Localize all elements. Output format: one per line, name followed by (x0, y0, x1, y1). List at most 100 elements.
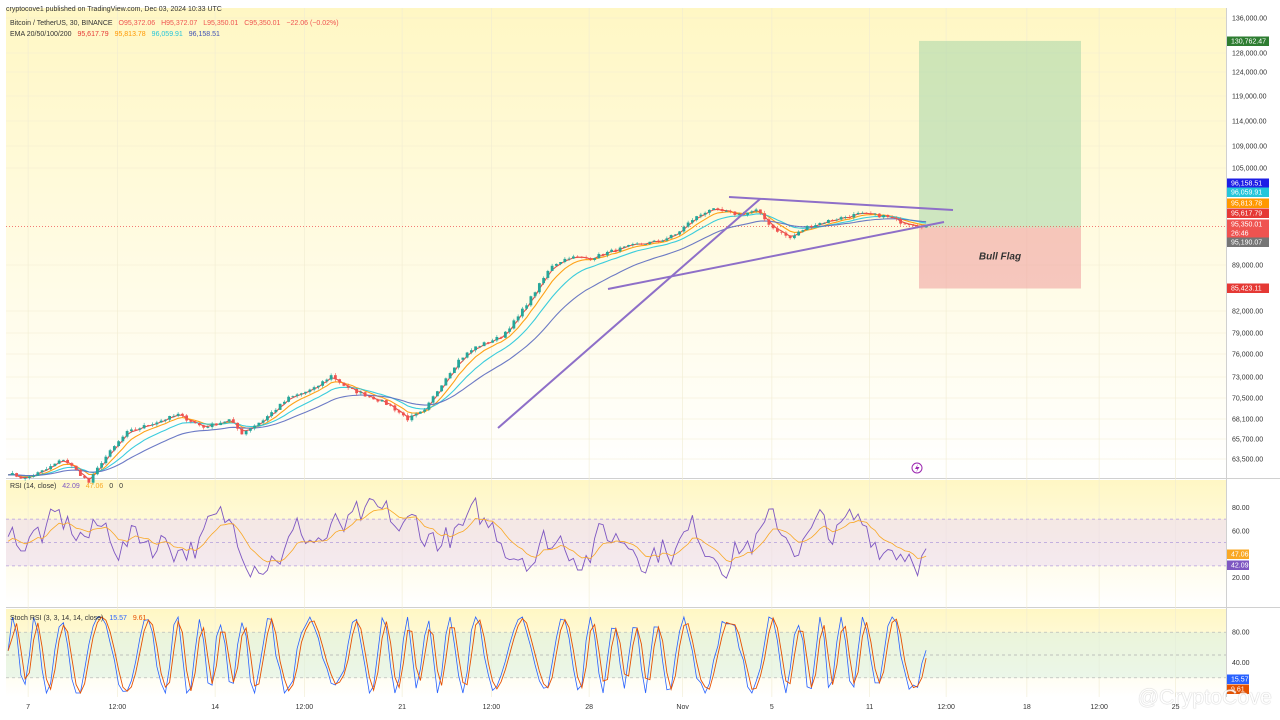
candle (533, 291, 537, 299)
candle (495, 335, 499, 343)
candle-body (431, 396, 435, 403)
candles (10, 206, 928, 485)
candle-body (618, 247, 622, 252)
time-tick-label: 21 (398, 704, 406, 711)
price-tick-label: 136,000.00 (1232, 16, 1267, 23)
candle (814, 223, 818, 228)
candle (605, 250, 609, 258)
candle (499, 336, 503, 339)
candle-body (83, 475, 87, 478)
long-position-zones[interactable]: Bull Flag (6, 40, 1226, 289)
candle (584, 255, 588, 260)
candle (703, 211, 707, 217)
trend-lines[interactable] (497, 196, 954, 474)
candle-body (865, 212, 869, 214)
stoch-tick-label: 80.00 (1232, 630, 1250, 637)
candle (244, 430, 248, 436)
candle (661, 239, 665, 242)
candle (180, 412, 184, 418)
candle (117, 440, 121, 448)
price-label-text: 95,350.01 (1231, 222, 1262, 229)
time-tick-label: 5 (770, 704, 774, 711)
candle (593, 257, 597, 262)
candle-body (219, 422, 223, 426)
ohlc-low: L95,350.01 (203, 20, 239, 27)
candle-body (244, 430, 248, 435)
candle (669, 234, 673, 239)
candle-body (66, 459, 70, 464)
rsi-legend[interactable]: RSI (14, close) 42.09 47.06 0 0 (10, 483, 127, 490)
candle-body (758, 209, 762, 214)
candle-body (291, 395, 295, 397)
candle-body (499, 336, 503, 338)
price-label-bg (1227, 36, 1269, 46)
candle-body (444, 378, 448, 386)
price-axis[interactable]: 136,000.00 128,000.00 124,000.00 119,000.00… (1232, 16, 1267, 668)
candle-body (848, 217, 852, 218)
candle (27, 475, 31, 480)
candle-body (414, 413, 418, 416)
candle (146, 424, 150, 427)
candle-body (699, 214, 703, 217)
price-tick-label: 109,000.00 (1232, 144, 1267, 151)
stoch-legend[interactable]: Stoch RSI (3, 3, 14, 14, close) 15.57 9.… (10, 615, 150, 622)
candle-body (729, 210, 733, 212)
candle (308, 388, 312, 394)
candle (852, 212, 856, 220)
candle (287, 395, 291, 403)
candle (112, 445, 116, 452)
candle (644, 243, 648, 245)
candle (257, 422, 261, 427)
candle-body (163, 419, 167, 421)
candle (831, 219, 835, 222)
time-tick-label: 11 (866, 704, 873, 711)
candle (886, 214, 890, 219)
candle-body (146, 425, 150, 426)
candle (843, 215, 847, 220)
ema50-value: 95,813.78 (114, 31, 146, 38)
candle-body (121, 436, 125, 442)
candle-body (23, 477, 27, 479)
candle-body (78, 469, 82, 476)
candle-body (860, 212, 864, 214)
candle-body (304, 391, 308, 394)
candle (546, 269, 550, 280)
rsi-legend-zero-a: 0 (109, 483, 114, 490)
candle-body (652, 240, 656, 242)
candle-body (559, 262, 563, 264)
candle-body (452, 367, 456, 374)
candle (291, 395, 295, 399)
candle (95, 465, 99, 476)
candle (10, 470, 14, 476)
ema20-value: 95,617.79 (77, 31, 109, 38)
price-tick-label: 128,000.00 (1232, 51, 1267, 58)
bull-flag-label: Bull Flag (979, 251, 1021, 262)
candle (346, 383, 350, 390)
candle-body (835, 219, 839, 221)
price-tick-label: 105,000.00 (1232, 166, 1267, 173)
published-line: cryptocove1 published on TradingView.com… (6, 6, 226, 13)
candle-body (40, 470, 44, 473)
candle (159, 418, 163, 423)
candle (699, 212, 703, 219)
candle-body (792, 235, 796, 239)
candle-body (894, 218, 898, 220)
candle-body (338, 379, 342, 383)
candle-body (605, 251, 609, 256)
ema-legend[interactable]: EMA 20/50/100/200 95,617.79 95,813.78 96… (10, 31, 224, 38)
candle-body (788, 235, 792, 239)
price-label-tag: 96,059.91 (1227, 187, 1269, 197)
candle (227, 419, 231, 424)
candle-body (588, 258, 592, 260)
candle (869, 211, 873, 215)
candle-body (882, 214, 886, 218)
candle (686, 220, 690, 228)
candle (771, 224, 775, 230)
candle-body (180, 413, 184, 416)
candle-body (325, 379, 329, 382)
candle-body (656, 240, 660, 242)
time-axis[interactable]: 7 12:00 14 12:00 21 12:00 28 Nov 5 11 12:00 18 12:00… (26, 704, 1280, 711)
candle (19, 475, 23, 479)
candle (32, 473, 36, 478)
